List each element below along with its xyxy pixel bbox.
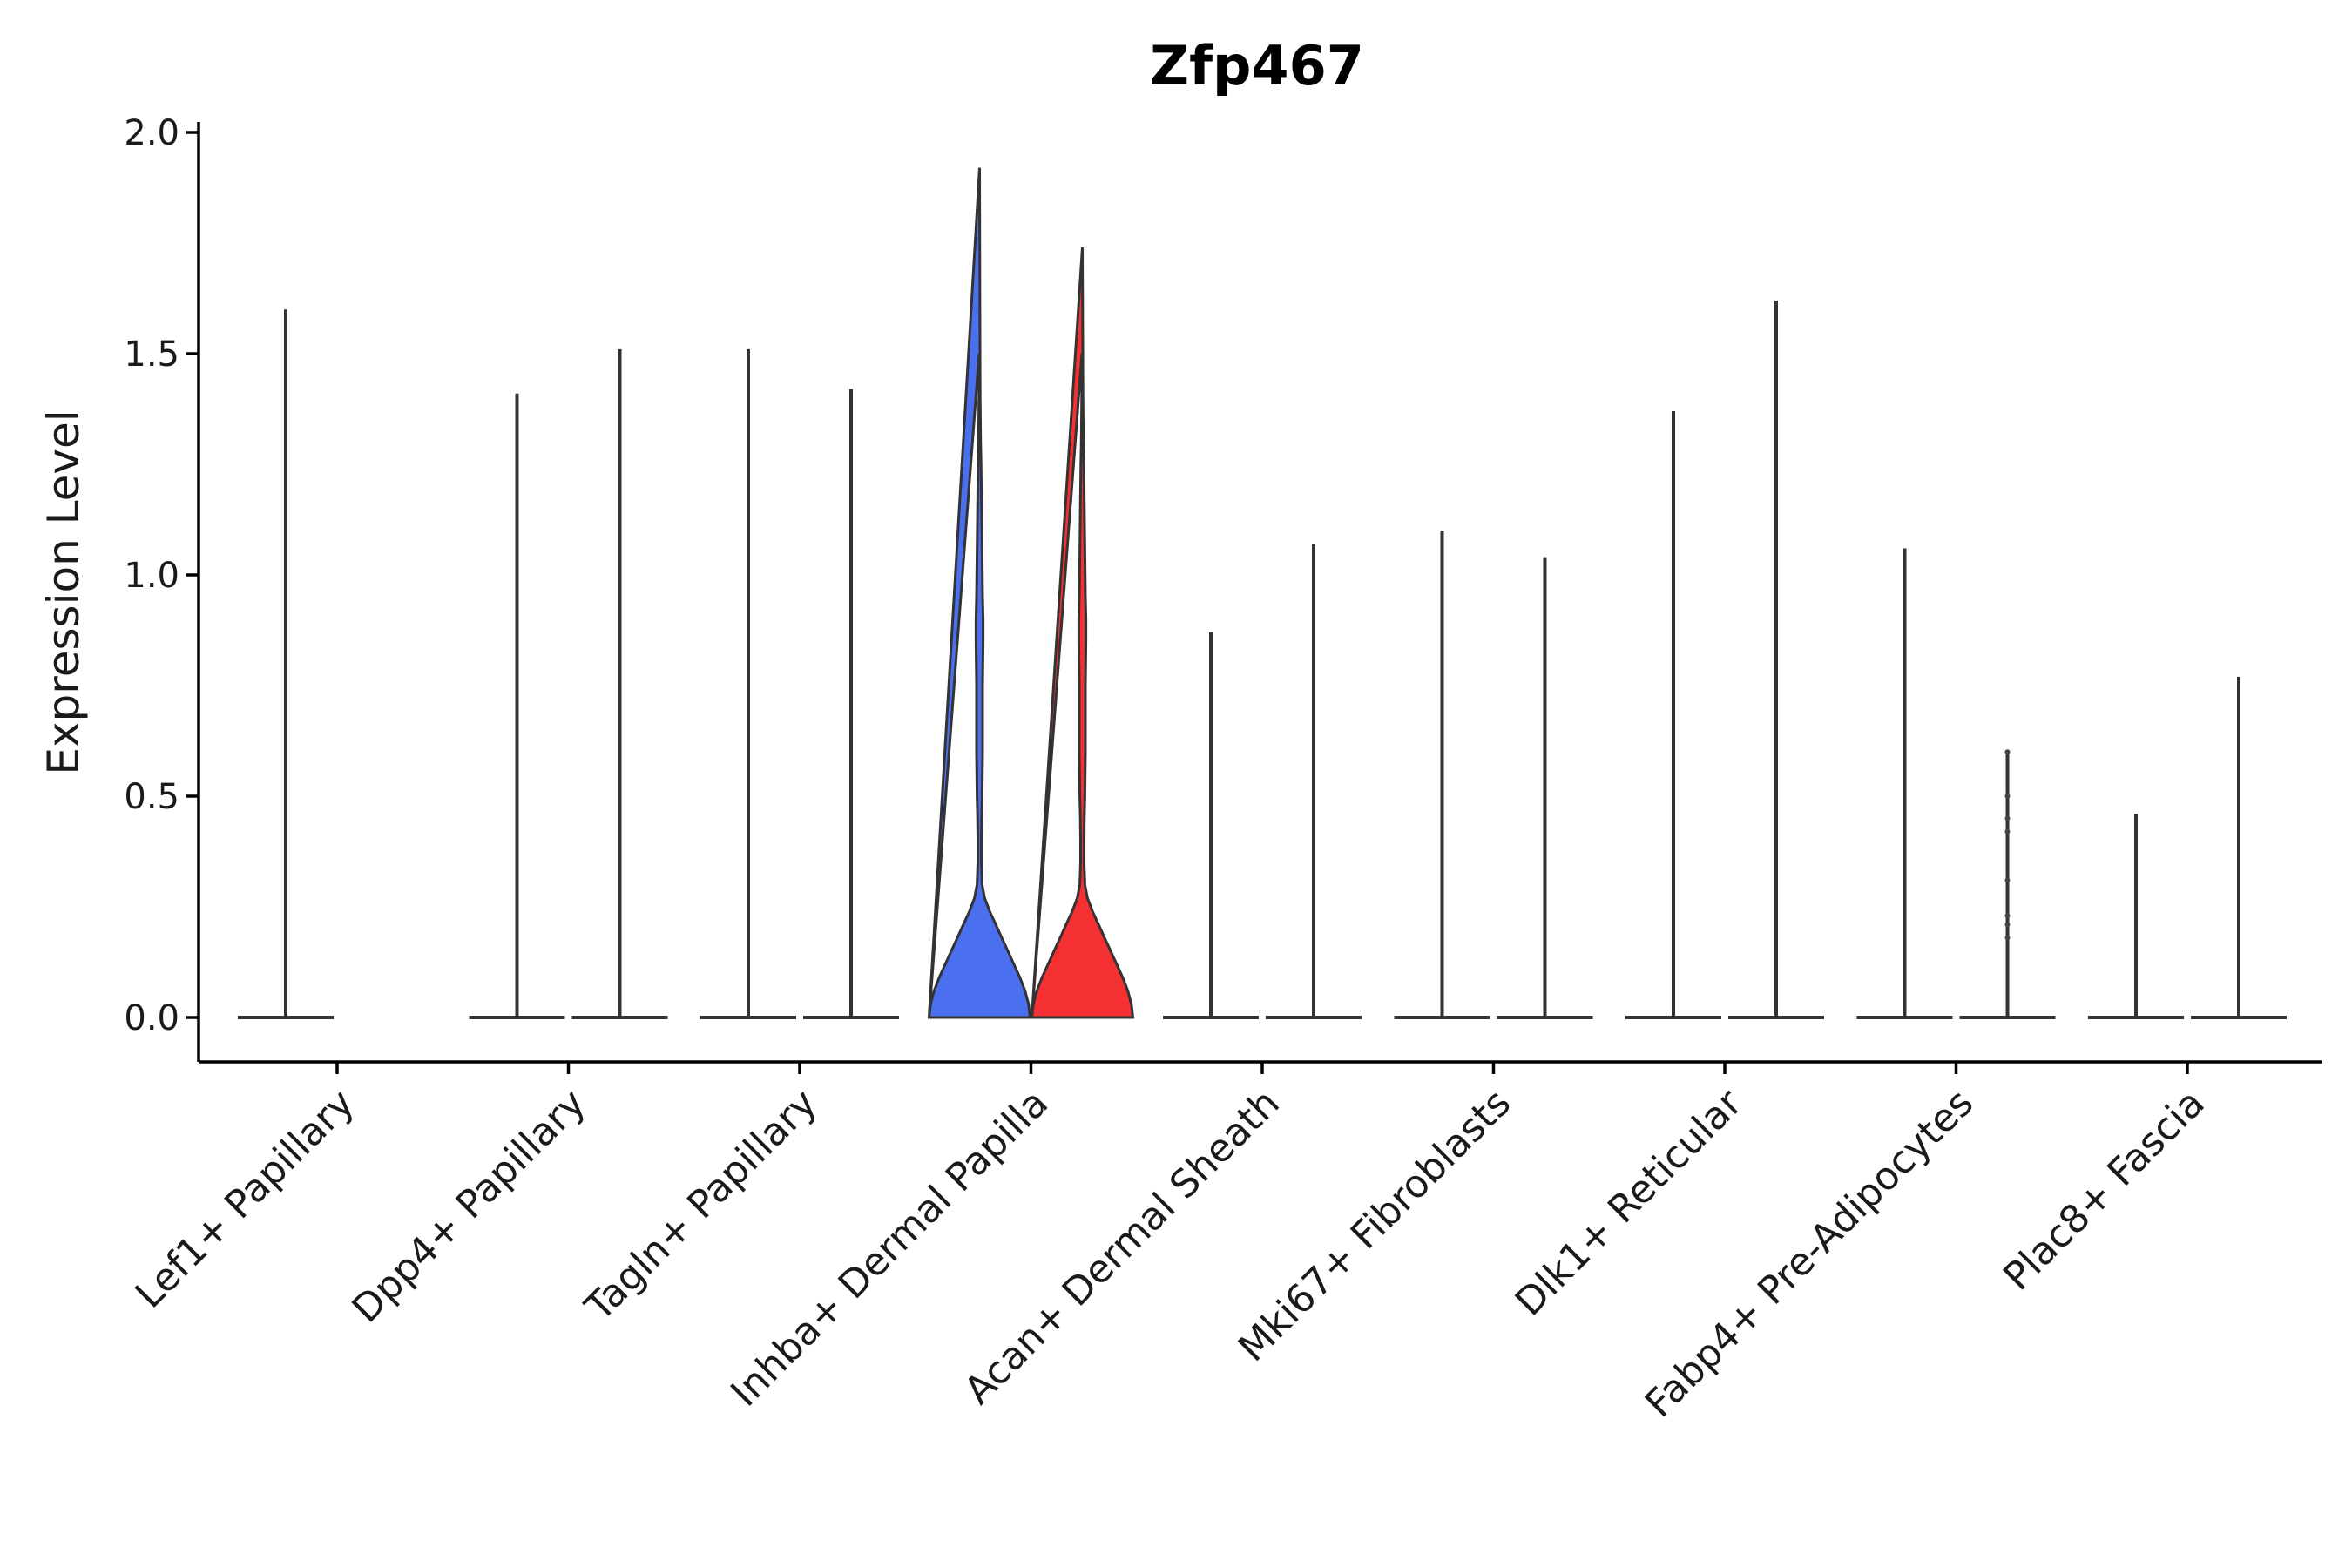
- y-ticks: 0.0 0.5 1.0 1.5 2.0: [124, 113, 199, 1038]
- plot-marks: [238, 167, 2287, 1019]
- axes: [197, 122, 2322, 1064]
- jitter-point: [2004, 828, 2011, 835]
- y-axis-title: Expression Level: [38, 409, 89, 774]
- jitter-point: [2004, 877, 2011, 883]
- x-tick-label-dlk1-reticular: Dlk1+ Reticular: [1507, 1080, 1752, 1325]
- y-tick-label: 2.0: [124, 113, 179, 153]
- chart-title: Zfp467: [1150, 34, 1364, 98]
- y-tick-label: 1.0: [124, 556, 179, 596]
- jitter-point: [2004, 913, 2011, 919]
- violin-inhba-dermal-papilla-group-2: [1030, 247, 1135, 1019]
- jitter-point: [2004, 815, 2011, 821]
- y-tick-label: 0.0: [124, 998, 179, 1038]
- x-tick-label-dpp4-papillary: Dpp4+ Papillary: [344, 1081, 595, 1332]
- jitter-point: [2004, 935, 2011, 941]
- x-tick-label-lef1-papillary: Lef1+ Papillary: [127, 1081, 363, 1317]
- x-tick-label-plac8-fascia: Plac8+ Fascia: [1995, 1081, 2213, 1300]
- jitter-point: [2004, 794, 2011, 799]
- jitter-point: [2004, 922, 2011, 928]
- jitter-point: [2004, 749, 2011, 755]
- y-tick-label: 0.5: [124, 777, 179, 817]
- violin-inhba-dermal-papilla-group-1: [927, 167, 1032, 1019]
- x-tick-label-tagln-papillary: Tagln+ Papillary: [577, 1081, 826, 1330]
- y-tick-label: 1.5: [124, 335, 179, 375]
